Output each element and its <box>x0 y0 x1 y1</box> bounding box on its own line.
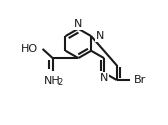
Text: N: N <box>100 73 108 83</box>
Text: N: N <box>96 31 104 41</box>
Text: NH: NH <box>44 76 61 86</box>
Text: 2: 2 <box>57 78 62 87</box>
Text: HO: HO <box>21 44 38 54</box>
Text: N: N <box>74 19 82 29</box>
Text: Br: Br <box>134 75 146 85</box>
